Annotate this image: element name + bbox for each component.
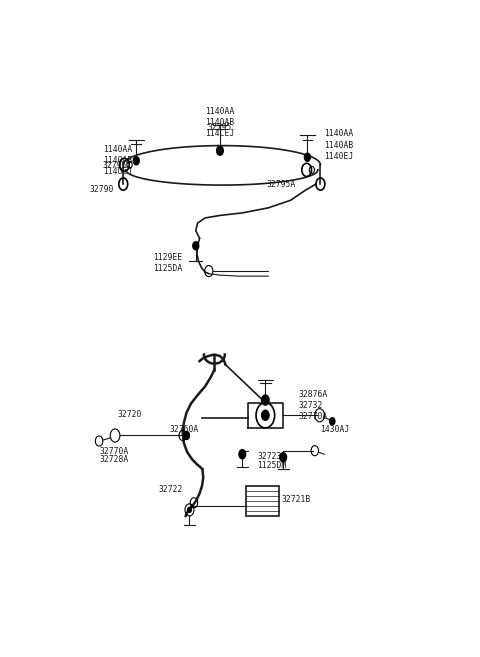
- Circle shape: [183, 432, 190, 440]
- Text: 32720: 32720: [118, 410, 142, 419]
- Text: 32721B: 32721B: [281, 495, 311, 504]
- Text: 32795: 32795: [103, 161, 127, 170]
- Text: 32790: 32790: [90, 185, 114, 194]
- Text: 1140AA
1140AB
114CEJ: 1140AA 1140AB 114CEJ: [205, 106, 235, 138]
- Circle shape: [304, 153, 311, 162]
- Text: 32876A
32732
32770A: 32876A 32732 32770A: [298, 390, 327, 421]
- Text: 32795: 32795: [208, 123, 232, 132]
- Circle shape: [330, 418, 335, 425]
- Text: 32723: 32723: [257, 452, 282, 461]
- Text: 32722: 32722: [159, 485, 183, 493]
- Text: 1140AA
1140AB
1140EJ: 1140AA 1140AB 1140EJ: [324, 129, 353, 160]
- Circle shape: [188, 507, 192, 512]
- Circle shape: [239, 449, 246, 459]
- Text: 32770A: 32770A: [99, 447, 128, 456]
- Circle shape: [280, 453, 287, 462]
- Circle shape: [193, 242, 199, 250]
- Text: 1129EE
1125DA: 1129EE 1125DA: [153, 254, 182, 273]
- Text: 1430AJ: 1430AJ: [321, 425, 349, 434]
- Text: 32728A: 32728A: [99, 455, 128, 464]
- Circle shape: [262, 395, 269, 405]
- Text: 1125DM: 1125DM: [257, 461, 287, 470]
- Text: 32760A: 32760A: [170, 425, 199, 434]
- Circle shape: [262, 410, 269, 420]
- Circle shape: [216, 146, 223, 155]
- Circle shape: [133, 157, 139, 165]
- Text: 32795A: 32795A: [266, 180, 296, 189]
- Text: 1140AA
1140AB
114OEJ: 1140AA 1140AB 114OEJ: [103, 145, 132, 176]
